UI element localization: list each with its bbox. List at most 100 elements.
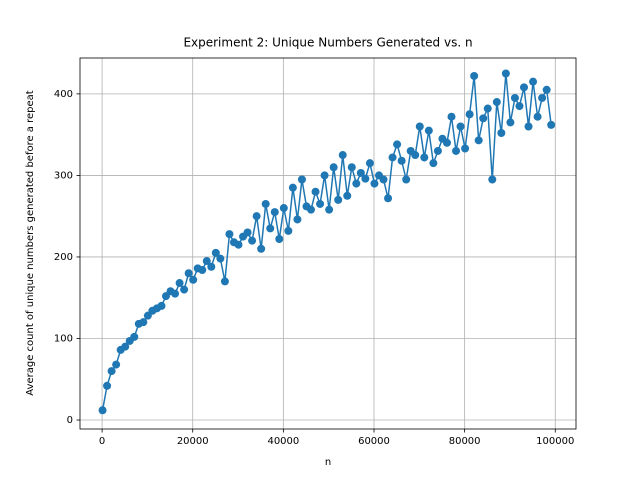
point bbox=[266, 224, 275, 233]
point bbox=[316, 199, 325, 208]
point bbox=[479, 114, 488, 123]
point bbox=[483, 104, 492, 113]
point bbox=[343, 191, 352, 200]
point bbox=[112, 360, 121, 369]
point bbox=[275, 235, 284, 244]
point bbox=[202, 257, 211, 266]
point bbox=[311, 187, 320, 196]
point bbox=[370, 179, 379, 188]
point bbox=[420, 153, 429, 162]
point bbox=[379, 175, 388, 184]
point bbox=[442, 138, 451, 147]
point bbox=[334, 195, 343, 204]
point bbox=[429, 159, 438, 168]
point bbox=[243, 228, 252, 237]
point bbox=[538, 93, 547, 102]
x-tick-label: 40000 bbox=[267, 436, 299, 447]
point bbox=[307, 205, 316, 214]
point bbox=[121, 342, 130, 351]
y-tick-label: 400 bbox=[54, 89, 73, 100]
point bbox=[533, 112, 542, 121]
x-tick-label: 60000 bbox=[358, 436, 390, 447]
point bbox=[207, 262, 216, 271]
point bbox=[103, 381, 112, 390]
point bbox=[320, 171, 329, 180]
y-tick-label: 200 bbox=[54, 252, 73, 263]
point bbox=[198, 266, 207, 274]
point bbox=[107, 367, 116, 376]
point bbox=[216, 254, 225, 263]
chart-title: Experiment 2: Unique Numbers Generated v… bbox=[183, 36, 472, 50]
point bbox=[284, 226, 293, 235]
point bbox=[488, 175, 497, 184]
plot-frame bbox=[79, 57, 577, 430]
point bbox=[279, 204, 288, 213]
point bbox=[515, 102, 524, 111]
point bbox=[497, 129, 506, 138]
y-axis-label: Average count of unique numbers generate… bbox=[25, 90, 36, 396]
point bbox=[529, 77, 538, 86]
point bbox=[356, 168, 365, 177]
point bbox=[329, 163, 338, 172]
x-tick-label: 80000 bbox=[449, 436, 481, 447]
point bbox=[433, 146, 442, 155]
point bbox=[461, 144, 470, 153]
point bbox=[465, 110, 474, 119]
y-tick-label: 0 bbox=[67, 415, 73, 426]
point bbox=[510, 93, 519, 102]
point bbox=[180, 285, 189, 294]
point bbox=[415, 122, 424, 131]
point bbox=[130, 332, 139, 341]
point bbox=[220, 277, 229, 286]
point bbox=[184, 269, 193, 278]
point bbox=[388, 153, 397, 162]
x-tick-label: 20000 bbox=[177, 436, 209, 447]
point bbox=[248, 236, 257, 245]
point bbox=[424, 126, 433, 135]
point bbox=[98, 406, 107, 415]
point bbox=[402, 175, 411, 184]
point bbox=[506, 118, 515, 127]
point bbox=[547, 120, 556, 129]
point bbox=[211, 248, 220, 257]
point bbox=[139, 318, 148, 327]
point bbox=[261, 199, 270, 208]
x-tick-label: 0 bbox=[99, 436, 105, 447]
point bbox=[171, 289, 180, 298]
point bbox=[393, 140, 402, 149]
x-axis-label: n bbox=[325, 457, 331, 468]
point bbox=[288, 183, 297, 192]
point bbox=[542, 85, 551, 94]
point bbox=[411, 151, 420, 160]
point bbox=[234, 240, 243, 249]
point bbox=[492, 98, 501, 107]
point bbox=[447, 112, 456, 121]
point bbox=[325, 205, 334, 214]
point bbox=[452, 146, 461, 155]
x-tick-label: 100000 bbox=[536, 436, 574, 447]
point bbox=[257, 244, 266, 253]
point bbox=[347, 163, 356, 172]
point bbox=[225, 230, 234, 239]
point bbox=[175, 279, 184, 288]
point bbox=[470, 71, 479, 80]
series-line bbox=[101, 73, 552, 411]
point bbox=[384, 194, 393, 203]
point bbox=[397, 156, 406, 165]
point bbox=[365, 159, 374, 168]
point bbox=[293, 215, 302, 224]
point bbox=[501, 69, 510, 78]
point bbox=[252, 212, 261, 221]
y-tick-label: 300 bbox=[54, 170, 73, 181]
point bbox=[361, 174, 370, 183]
point bbox=[297, 175, 306, 184]
point bbox=[519, 83, 528, 92]
point bbox=[189, 275, 198, 284]
point bbox=[474, 136, 483, 145]
point bbox=[157, 301, 166, 310]
point bbox=[352, 179, 361, 188]
point bbox=[524, 122, 533, 131]
point bbox=[270, 208, 279, 217]
